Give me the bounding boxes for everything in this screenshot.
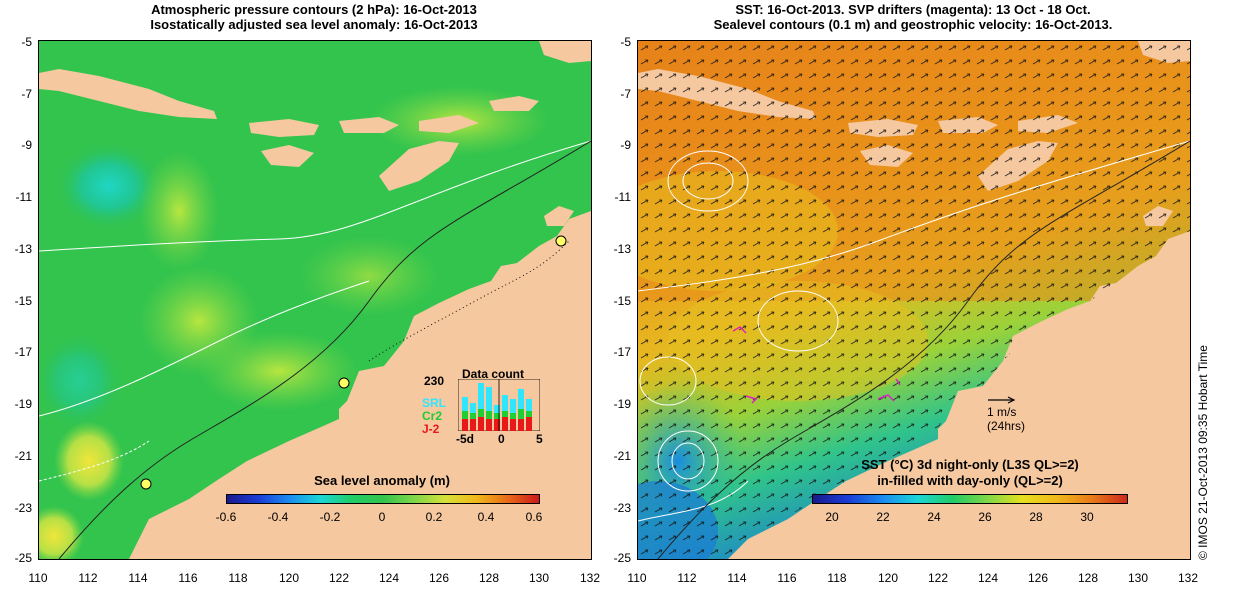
right-y-tick: -13 bbox=[613, 242, 631, 256]
left-y-tick: -19 bbox=[14, 397, 32, 411]
imos-credit: © IMOS 21-Oct-2013 09:35 Hobart Time bbox=[1196, 345, 1210, 560]
left-colorbar-tick: 0.6 bbox=[525, 510, 543, 524]
left-x-tick: 124 bbox=[378, 571, 400, 585]
right-y-tick: -17 bbox=[613, 345, 631, 359]
left-colorbar-tick: -0.6 bbox=[215, 510, 237, 524]
right-x-tick: 120 bbox=[877, 571, 899, 585]
sst-map bbox=[637, 40, 1191, 560]
left-y-tick: -13 bbox=[14, 242, 32, 256]
data-count-bars bbox=[458, 379, 540, 431]
left-x-tick: 128 bbox=[478, 571, 500, 585]
data-count-series-j2: J-2 bbox=[422, 422, 440, 436]
right-y-tick: -23 bbox=[613, 501, 631, 515]
velocity-scale-label: 1 m/s bbox=[987, 405, 1017, 419]
left-x-tick: 122 bbox=[328, 571, 350, 585]
right-x-tick: 114 bbox=[727, 571, 747, 585]
right-x-tick: 116 bbox=[777, 571, 797, 585]
data-count-xtick-5: 5 bbox=[536, 432, 543, 446]
left-title-line2: Isostatically adjusted sea level anomaly… bbox=[150, 17, 478, 32]
right-colorbar-tick: 28 bbox=[1029, 510, 1043, 524]
data-count-inset: 230 Data count SRL Cr2 J-2 -5d 0 5 bbox=[420, 367, 550, 447]
left-colorbar-tick: -0.2 bbox=[319, 510, 341, 524]
left-x-tick: 130 bbox=[528, 571, 550, 585]
right-colorbar-tick: 22 bbox=[876, 510, 890, 524]
right-colorbar bbox=[812, 494, 1128, 504]
right-colorbar-tick: 24 bbox=[927, 510, 941, 524]
right-x-tick: 128 bbox=[1077, 571, 1099, 585]
left-y-tick: -15 bbox=[14, 294, 32, 308]
data-count-xtick-neg5: -5d bbox=[456, 432, 474, 446]
velocity-scale: 1 m/s (24hrs) bbox=[985, 396, 1045, 436]
right-title-line2: Sealevel contours (0.1 m) and geostrophi… bbox=[713, 17, 1113, 32]
right-x-tick: 122 bbox=[927, 571, 949, 585]
data-count-bar bbox=[462, 383, 532, 431]
data-count-series-cr2: Cr2 bbox=[422, 409, 443, 423]
left-y-tick: -9 bbox=[21, 138, 32, 152]
left-y-tick: -7 bbox=[21, 87, 32, 101]
left-x-tick: 120 bbox=[278, 571, 300, 585]
left-x-tick: 126 bbox=[428, 571, 450, 585]
right-y-tick: -15 bbox=[613, 294, 631, 308]
right-x-tick: 118 bbox=[827, 571, 847, 585]
right-y-tick: -11 bbox=[614, 190, 631, 204]
data-count-xtick-0: 0 bbox=[498, 432, 505, 446]
velocity-scale-sub: (24hrs) bbox=[987, 419, 1026, 433]
left-colorbar-tick: 0.2 bbox=[425, 510, 443, 524]
right-y-tick: -7 bbox=[620, 87, 631, 101]
left-colorbar-tick: 0 bbox=[378, 510, 386, 524]
right-x-tick: 110 bbox=[627, 571, 647, 585]
left-y-tick: -17 bbox=[14, 345, 32, 359]
right-colorbar-label-line2: in-filled with day-only (QL>=2) bbox=[877, 473, 1063, 488]
left-colorbar-tick: 0.4 bbox=[477, 510, 495, 524]
left-y-tick: -21 bbox=[14, 449, 32, 463]
left-y-tick: -11 bbox=[15, 190, 32, 204]
left-y-tick: -23 bbox=[14, 501, 32, 515]
data-count-title: Data count bbox=[462, 367, 525, 381]
right-x-tick: 126 bbox=[1027, 571, 1049, 585]
right-colorbar-tick: 30 bbox=[1080, 510, 1094, 524]
left-x-tick: 110 bbox=[28, 571, 48, 585]
left-y-tick: -5 bbox=[21, 35, 32, 49]
left-x-tick: 118 bbox=[228, 571, 248, 585]
left-x-tick: 132 bbox=[579, 571, 601, 585]
right-y-tick: -19 bbox=[613, 397, 631, 411]
right-colorbar-tick: 20 bbox=[825, 510, 839, 524]
right-x-tick: 112 bbox=[677, 571, 697, 585]
data-count-series-srl: SRL bbox=[422, 396, 446, 410]
sea-level-map bbox=[38, 40, 592, 560]
left-x-tick: 114 bbox=[128, 571, 148, 585]
right-colorbar-label-line1: SST (°C) 3d night-only (L3S QL>=2) bbox=[861, 457, 1079, 472]
sst-map-svg bbox=[638, 41, 1190, 559]
left-title-line1: Atmospheric pressure contours (2 hPa): 1… bbox=[151, 2, 477, 17]
left-colorbar-label: Sea level anomaly (m) bbox=[314, 473, 450, 488]
left-x-tick: 112 bbox=[78, 571, 98, 585]
left-colorbar bbox=[226, 494, 540, 504]
left-y-tick: -25 bbox=[14, 551, 32, 565]
right-title-line1: SST: 16-Oct-2013. SVP drifters (magenta)… bbox=[735, 2, 1091, 17]
right-x-tick: 130 bbox=[1127, 571, 1149, 585]
right-y-tick: -5 bbox=[620, 35, 631, 49]
right-x-tick: 132 bbox=[1177, 571, 1199, 585]
left-colorbar-tick: -0.4 bbox=[267, 510, 289, 524]
sea-level-map-svg bbox=[39, 41, 591, 559]
right-y-tick: -25 bbox=[613, 551, 631, 565]
right-x-tick: 124 bbox=[977, 571, 999, 585]
right-y-tick: -9 bbox=[620, 138, 631, 152]
right-y-tick: -21 bbox=[613, 449, 631, 463]
right-colorbar-tick: 26 bbox=[978, 510, 992, 524]
scale-arrow-icon bbox=[988, 396, 1016, 404]
left-x-tick: 116 bbox=[178, 571, 198, 585]
data-count-max: 230 bbox=[424, 374, 445, 388]
